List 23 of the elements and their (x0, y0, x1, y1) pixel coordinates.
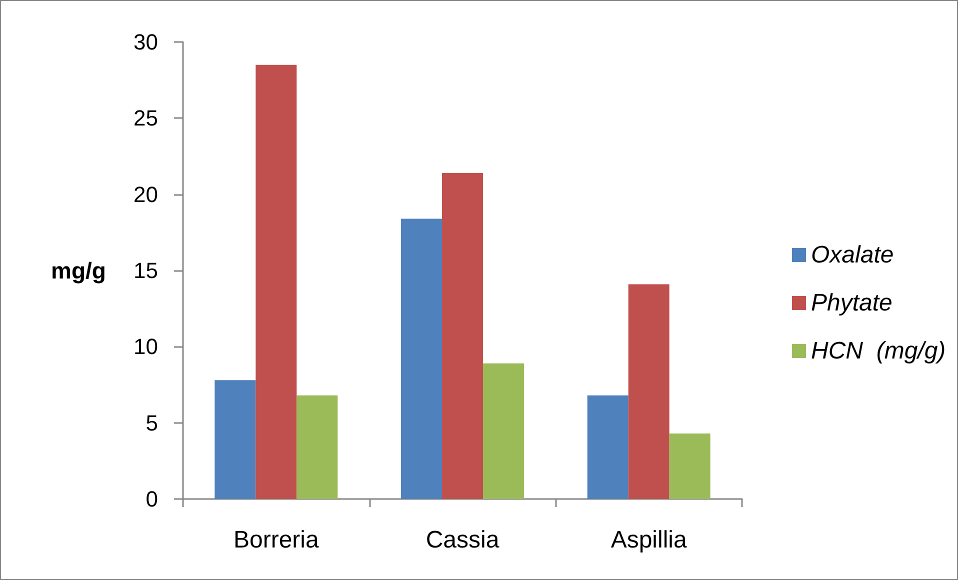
y-tick-label: 5 (146, 410, 158, 436)
y-tick-label: 15 (134, 258, 158, 283)
y-axis-title: mg/g (51, 258, 106, 284)
bar (256, 64, 297, 499)
bar (628, 284, 670, 499)
bar (669, 433, 710, 499)
y-tick-label: 25 (134, 106, 158, 131)
bar (442, 173, 483, 499)
y-tick-label: 20 (134, 182, 158, 207)
bar (482, 363, 524, 499)
y-tick-label: 0 (146, 486, 158, 512)
x-tick-label: Cassia (426, 526, 500, 554)
bar (401, 218, 442, 499)
y-tick-label: 30 (134, 30, 158, 54)
y-tick-label: 10 (134, 334, 158, 360)
legend-label: Oxalate (811, 242, 894, 268)
legend-label: Phytate (811, 290, 892, 316)
bar (587, 395, 628, 499)
bar (296, 395, 338, 499)
legend-label: HCN (mg/g) (811, 338, 946, 364)
x-tick-label: Borreria (233, 526, 320, 554)
x-tick-label: Aspillia (610, 526, 688, 554)
bar (214, 380, 256, 499)
